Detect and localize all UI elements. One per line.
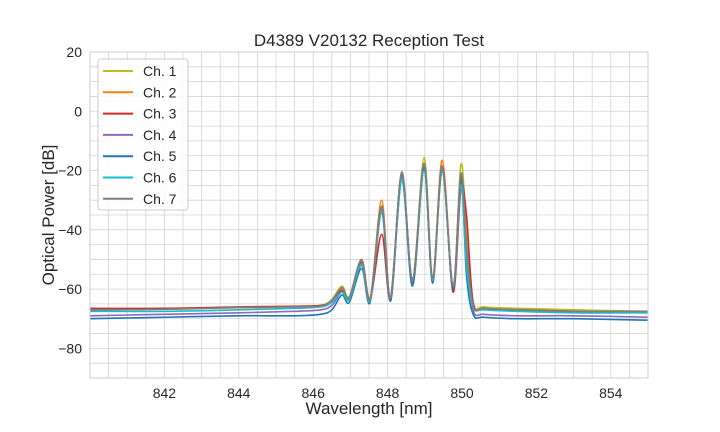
chart-title: D4389 V20132 Reception Test bbox=[254, 31, 485, 50]
y-tick-label: −40 bbox=[58, 222, 82, 238]
series-line-ch-7 bbox=[89, 162, 649, 313]
x-tick-label: 848 bbox=[376, 385, 400, 401]
x-axis-ticks: 842 844 846 848 850 852 854 bbox=[153, 385, 623, 401]
y-tick-label: −80 bbox=[58, 340, 82, 356]
legend-label: Ch. 1 bbox=[143, 63, 177, 79]
x-tick-label: 844 bbox=[227, 385, 251, 401]
x-tick-label: 846 bbox=[302, 385, 326, 401]
legend-label: Ch. 4 bbox=[143, 127, 177, 143]
legend-label: Ch. 3 bbox=[143, 106, 177, 122]
x-tick-label: 854 bbox=[599, 385, 623, 401]
legend-label: Ch. 7 bbox=[143, 191, 177, 207]
y-tick-label: −60 bbox=[58, 281, 82, 297]
x-tick-label: 850 bbox=[450, 385, 474, 401]
x-tick-label: 852 bbox=[525, 385, 549, 401]
y-tick-label: 20 bbox=[66, 44, 82, 60]
y-tick-label: 0 bbox=[74, 103, 82, 119]
legend: Ch. 1 Ch. 2 Ch. 3 Ch. 4 Ch. 5 Ch. 6 Ch. 7 bbox=[97, 58, 189, 211]
y-axis-ticks: 20 0 −20 −40 −60 −80 bbox=[58, 44, 82, 356]
x-tick-label: 842 bbox=[153, 385, 177, 401]
y-tick-label: −20 bbox=[58, 163, 82, 179]
plot-frame bbox=[89, 51, 649, 379]
legend-label: Ch. 2 bbox=[143, 84, 177, 100]
series-lines bbox=[89, 156, 649, 322]
legend-label: Ch. 5 bbox=[143, 148, 177, 164]
y-axis-label: Optical Power [dB] bbox=[39, 145, 58, 286]
x-axis-label: Wavelength [nm] bbox=[306, 399, 433, 418]
legend-label: Ch. 6 bbox=[143, 170, 177, 186]
legend-box bbox=[97, 58, 189, 211]
